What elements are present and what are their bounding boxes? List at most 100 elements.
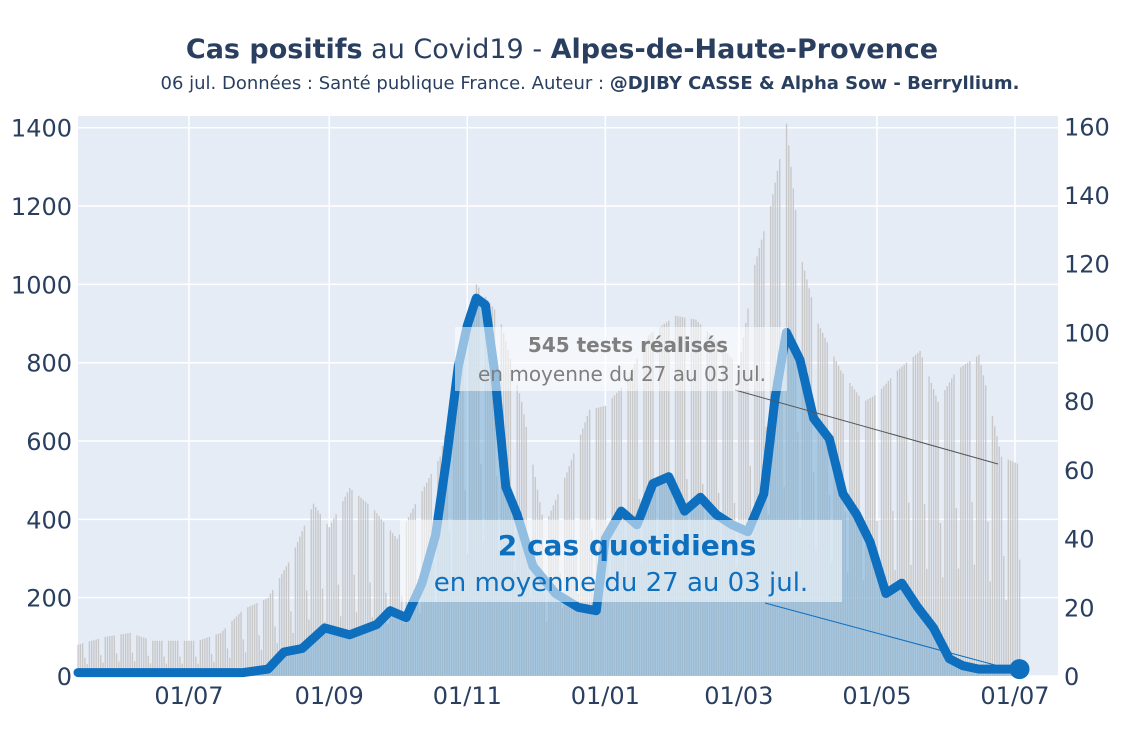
tests-bar [1012, 461, 1014, 676]
x-tick-label: 01/03 [704, 682, 773, 710]
tests-bar [941, 577, 944, 676]
tests-bar [1007, 459, 1010, 676]
tests-bar [158, 640, 161, 676]
y-axis-left-ticks: 0 200 400 600 800 1000 1200 1400 [11, 115, 72, 691]
cases-annotation-sub: en moyenne du 27 au 03 jul. [434, 568, 808, 598]
tests-bar [310, 509, 312, 676]
y-left-tick-label: 400 [26, 506, 72, 534]
tests-bar [880, 388, 883, 676]
tests-bar [88, 641, 91, 676]
tests-bar [244, 652, 247, 676]
tests-bar [591, 529, 593, 676]
tests-bar [373, 510, 376, 676]
tests-bar [376, 513, 378, 676]
y-left-tick-label: 1400 [11, 115, 72, 143]
tests-bar [912, 356, 914, 676]
y-right-tick-label: 160 [1064, 113, 1110, 141]
tests-bar [328, 527, 331, 676]
tests-annotation-box [455, 327, 787, 391]
tests-bar [274, 626, 276, 676]
tests-bar [996, 436, 998, 676]
tests-bar [962, 365, 964, 676]
tests-bar [871, 396, 874, 676]
tests-bar [172, 640, 174, 676]
tests-bar [998, 446, 1000, 676]
tests-bar [163, 656, 165, 676]
tests-bar [278, 578, 281, 676]
y-left-tick-label: 200 [26, 585, 72, 613]
tests-bar [1003, 555, 1005, 676]
tests-bar [903, 364, 905, 676]
tests-bar [1005, 599, 1007, 676]
tests-bar [253, 604, 256, 676]
tests-bar [199, 639, 202, 676]
tests-bar [883, 386, 885, 676]
tests-annotation-title: 545 tests réalisés [528, 333, 728, 357]
tests-bar [195, 656, 197, 676]
tests-bar [81, 643, 84, 676]
y-right-tick-label: 0 [1064, 663, 1079, 691]
tests-bar [948, 382, 951, 676]
tests-bar [131, 652, 134, 676]
tests-bar [378, 516, 380, 676]
tests-bar [396, 538, 398, 676]
tests-bar [754, 264, 756, 676]
tests-bar [984, 385, 987, 676]
tests-bar [281, 574, 283, 676]
y-right-tick-label: 140 [1064, 182, 1110, 210]
tests-bar [987, 521, 989, 676]
tests-bar [382, 521, 385, 676]
subtitle-part1: 06 jul. Données : Santé publique France.… [161, 73, 610, 94]
tests-bar [251, 605, 254, 676]
tests-bar [124, 633, 127, 676]
tests-bar [179, 656, 181, 676]
tests-bar [305, 590, 308, 676]
tests-bar [898, 368, 901, 676]
y-left-tick-label: 1200 [11, 193, 72, 221]
tests-bar [348, 488, 351, 676]
tests-bar [964, 364, 967, 676]
tests-bar [745, 322, 747, 676]
cases-annotation-title: 2 cas quotidiens [498, 529, 757, 562]
tests-bar [740, 352, 742, 676]
title-part3: Alpes-de-Haute-Provence [551, 34, 938, 65]
tests-bar [896, 370, 899, 676]
tests-bar [287, 562, 290, 676]
tests-bar [1000, 456, 1003, 676]
tests-bar [161, 640, 163, 676]
tests-bar [115, 653, 118, 676]
tests-bar [190, 640, 192, 676]
tests-bar [285, 566, 288, 676]
tests-bar [201, 639, 204, 676]
tests-bar [183, 640, 186, 676]
tests-bar [353, 574, 355, 676]
x-tick-label: 01/05 [842, 682, 911, 710]
tests-bar [1014, 462, 1016, 676]
tests-bar [120, 634, 122, 676]
tests-bar [953, 374, 955, 676]
x-tick-label: 01/07 [154, 682, 223, 710]
chart-subtitle: 06 jul. Données : Santé publique France.… [161, 73, 1020, 94]
tests-bar [391, 533, 394, 676]
tests-bar [346, 492, 349, 676]
tests-bar [1018, 559, 1021, 676]
tests-bar [290, 611, 292, 676]
tests-bar [79, 644, 82, 676]
tests-bar [731, 358, 733, 676]
tests-bar [928, 376, 930, 676]
tests-bar [1009, 460, 1012, 676]
tests-bar [294, 547, 297, 676]
tests-bar [683, 317, 686, 676]
tests-bar [301, 531, 303, 676]
tests-bar [394, 536, 396, 676]
tests-bar [960, 367, 962, 676]
y-right-tick-label: 60 [1064, 457, 1095, 485]
tests-bar [364, 501, 367, 676]
tests-bar [229, 657, 231, 676]
tests-bar [84, 657, 86, 676]
tests-bar [690, 318, 693, 676]
tests-bar [930, 382, 933, 676]
tests-bar [208, 636, 211, 676]
tests-bar [724, 350, 727, 676]
tests-bar [887, 380, 890, 676]
